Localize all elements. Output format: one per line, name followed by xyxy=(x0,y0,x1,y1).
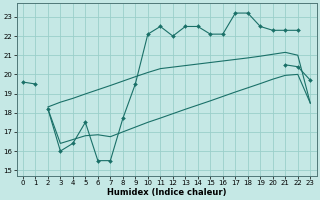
X-axis label: Humidex (Indice chaleur): Humidex (Indice chaleur) xyxy=(107,188,226,197)
